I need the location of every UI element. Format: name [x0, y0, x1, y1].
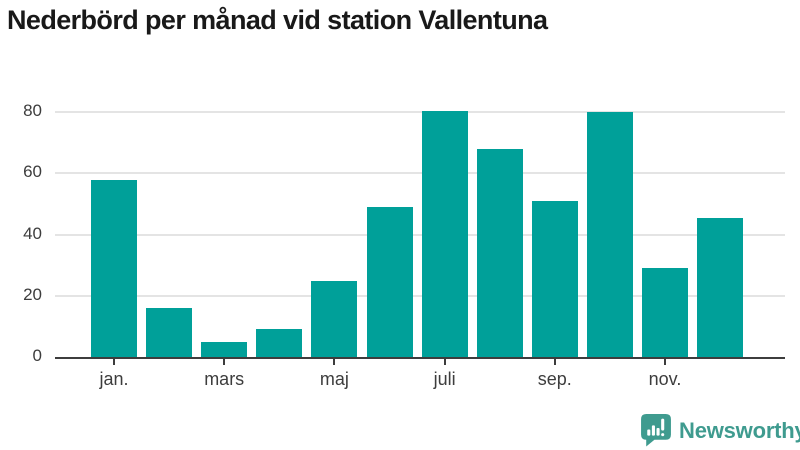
x-tick-label-maj: maj	[319, 369, 349, 389]
bar-mars	[201, 341, 248, 357]
bar-chart-plot-area: 0 20 40 60 80 jan. mars maj juli sep. nov.	[23, 100, 785, 389]
x-tick-mars	[223, 358, 226, 365]
y-tick-label-40: 40	[23, 223, 42, 243]
x-tick-juli	[443, 358, 446, 365]
newsworthy-logo: Newsworthy	[640, 413, 800, 447]
newsworthy-logo-icon	[641, 414, 671, 447]
gridline-40	[55, 233, 785, 236]
gridline-60	[55, 172, 785, 175]
y-tick-label-20: 20	[23, 284, 42, 304]
x-tick-label-juli: juli	[433, 369, 456, 389]
bar-aug.	[476, 148, 523, 357]
bar-nov.	[642, 268, 688, 357]
y-tick-label-60: 60	[23, 162, 42, 182]
bar-apr.	[256, 329, 303, 357]
chart-title: Nederbörd per månad vid station Vallentu…	[7, 5, 548, 35]
x-tick-sep.	[553, 358, 556, 365]
gridline-80	[55, 111, 785, 114]
x-tick-maj	[333, 358, 336, 365]
newsworthy-logo-text: Newsworthy	[679, 417, 800, 443]
gridline-20	[55, 294, 785, 297]
bar-dec.	[697, 217, 744, 357]
x-tick-label-sep.: sep.	[537, 369, 572, 389]
x-tick-nov.	[664, 358, 666, 365]
bar-juli	[421, 110, 468, 357]
bar-okt.	[586, 112, 633, 357]
x-tick-jan.	[113, 358, 115, 365]
bar-jan.	[91, 179, 137, 357]
bar-maj	[311, 280, 358, 357]
y-tick-label-0: 0	[32, 346, 42, 365]
y-tick-label-80: 80	[23, 101, 42, 121]
x-tick-label-mars: mars	[204, 369, 245, 389]
bar-sep.	[531, 200, 578, 357]
x-tick-label-nov.: nov.	[648, 369, 682, 389]
x-tick-label-jan.: jan.	[99, 369, 129, 389]
bar-juni	[366, 207, 413, 357]
x-axis-line	[55, 357, 785, 359]
bar-feb.	[146, 308, 193, 357]
